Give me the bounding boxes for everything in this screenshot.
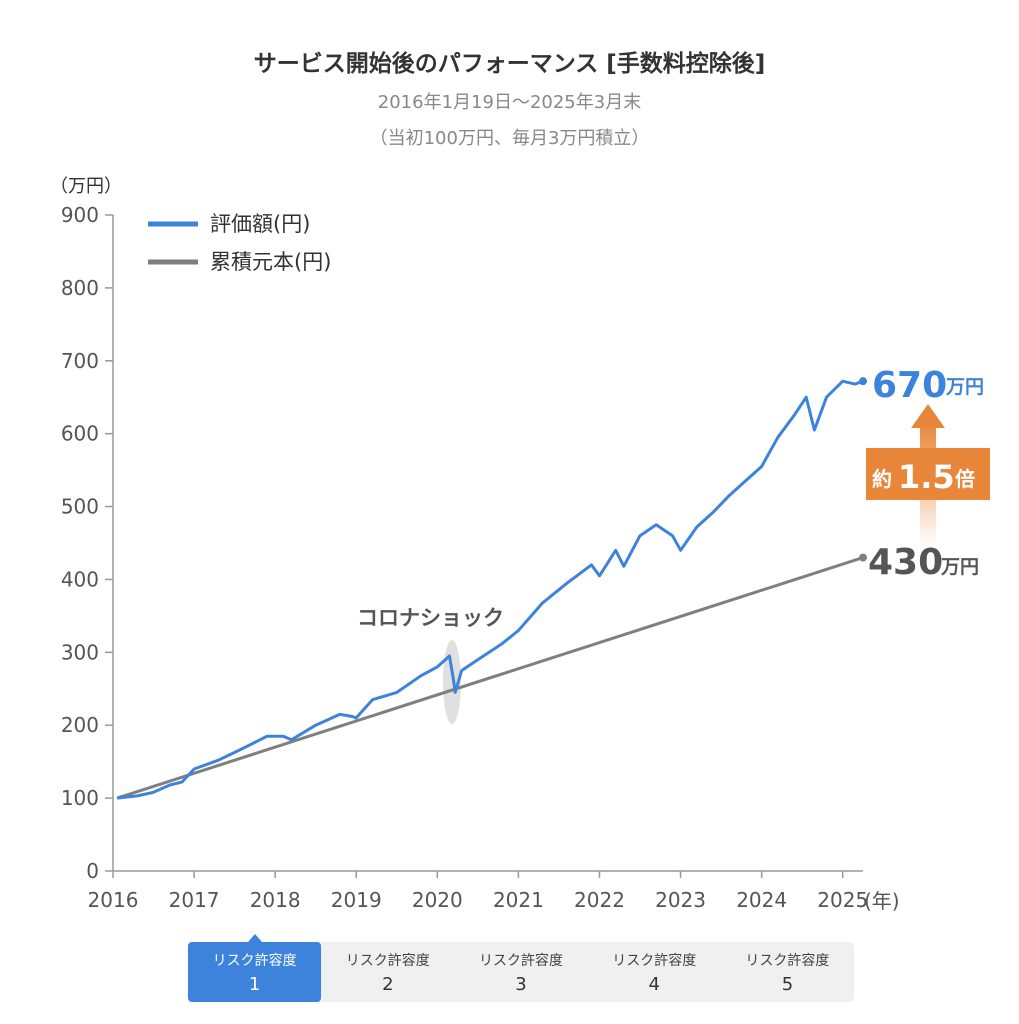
legend-label-value: 評価額(円)	[210, 212, 310, 236]
x-tick-label: 2016	[88, 888, 139, 912]
y-tick-label: 200	[61, 713, 99, 737]
tab-number: 4	[648, 974, 660, 995]
y-tick-label: 800	[61, 276, 99, 300]
ratio-arrow-head	[911, 404, 945, 428]
tab-label: リスク許容度	[212, 953, 297, 969]
y-tick-label: 100	[61, 786, 99, 810]
tab-label: リスク許容度	[612, 953, 697, 969]
corona-highlight	[443, 640, 461, 724]
y-tick-label: 400	[61, 567, 99, 591]
tab-number: 5	[781, 974, 794, 995]
tab-label: リスク許容度	[479, 953, 563, 969]
final-principal-number: 430	[868, 542, 943, 583]
x-tick-label: 2017	[169, 888, 220, 912]
final-value-number: 670	[872, 365, 947, 406]
legend-label-principal: 累積元本(円)	[210, 250, 331, 274]
tab-number: 2	[382, 974, 394, 995]
tab-risk-2[interactable]: リスク許容度 2	[321, 942, 454, 1002]
x-tick-label: 2022	[574, 888, 625, 912]
y-tick-label: 500	[61, 495, 99, 519]
tab-risk-5[interactable]: リスク許容度 5	[721, 942, 854, 1002]
tab-number: 3	[515, 974, 527, 995]
y-tick-label: 600	[61, 422, 99, 446]
ratio-badge	[866, 448, 990, 500]
series-line-principal	[116, 556, 864, 800]
ratio-suffix: 倍	[955, 467, 975, 491]
x-tick-label: 2021	[493, 888, 544, 912]
tab-risk-4[interactable]: リスク許容度 4	[588, 942, 721, 1002]
tab-risk-1[interactable]: リスク許容度 1	[188, 934, 322, 1002]
x-tick-label: 2019	[331, 888, 382, 912]
tab-risk-3[interactable]: リスク許容度 3	[454, 942, 587, 1002]
y-tick-label: 900	[61, 203, 99, 227]
tab-label: リスク許容度	[345, 953, 430, 969]
value-end-point	[859, 377, 867, 386]
x-tick-label: 2024	[736, 888, 787, 912]
ratio-prefix: 約	[872, 467, 892, 491]
y-tick-label: 700	[61, 349, 99, 373]
risk-tolerance-tabs: リスク許容度 1 リスク許容度 2 リスク許容度 3 リスク許容度 4 リスク許容度 5	[188, 934, 854, 1002]
final-principal-unit: 万円	[940, 556, 979, 578]
chart-subtitle-period: 2016年1月19日〜2025年3月末	[377, 92, 642, 113]
x-tick-label: 2020	[412, 888, 463, 912]
final-value-unit: 万円	[945, 376, 984, 398]
y-axis-unit: （万円）	[50, 176, 122, 197]
y-tick-label: 300	[61, 640, 99, 664]
x-axis-unit: (年)	[864, 889, 900, 913]
y-tick-label: 0	[86, 859, 99, 883]
principal-end-point	[859, 553, 867, 562]
x-tick-label: 2018	[250, 888, 301, 912]
tab-label: リスク許容度	[745, 953, 830, 969]
corona-label: コロナショック	[357, 606, 504, 630]
series-line-value	[116, 379, 864, 800]
chart-title: サービス開始後のパフォーマンス [手数料控除後]	[253, 51, 766, 77]
x-tick-label: 2025	[817, 888, 868, 912]
ratio-value: 1.5	[898, 458, 955, 496]
chart-subtitle-condition: （当初100万円、毎月3万円積立）	[369, 128, 650, 149]
x-tick-label: 2023	[655, 888, 706, 912]
tab-number: 1	[248, 974, 261, 995]
